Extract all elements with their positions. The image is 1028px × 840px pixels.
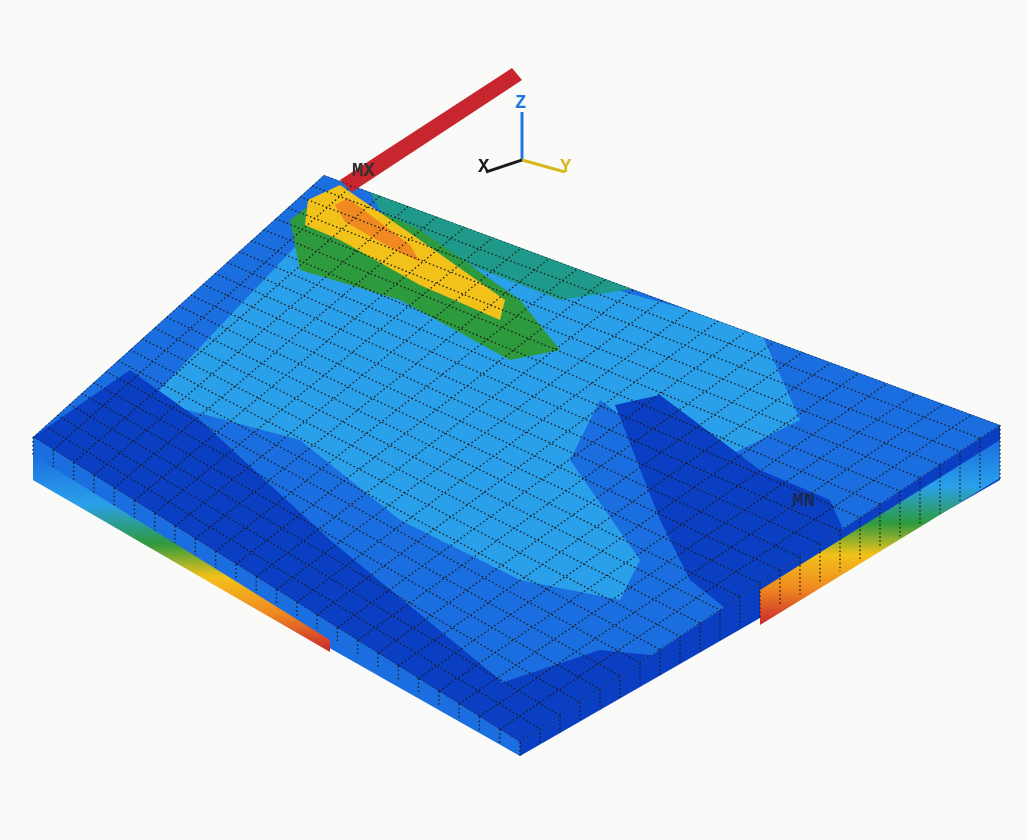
axis-triad: Z X Y bbox=[478, 92, 572, 178]
axis-x-line bbox=[486, 160, 522, 172]
max-marker-label: MX bbox=[352, 160, 375, 182]
axis-z-label: Z bbox=[515, 92, 526, 114]
axis-y-label: Y bbox=[560, 156, 572, 178]
axis-y-line bbox=[522, 160, 565, 172]
min-marker-label: MN bbox=[792, 490, 815, 512]
axis-x-label: X bbox=[478, 156, 490, 178]
contour-bands bbox=[33, 110, 850, 742]
